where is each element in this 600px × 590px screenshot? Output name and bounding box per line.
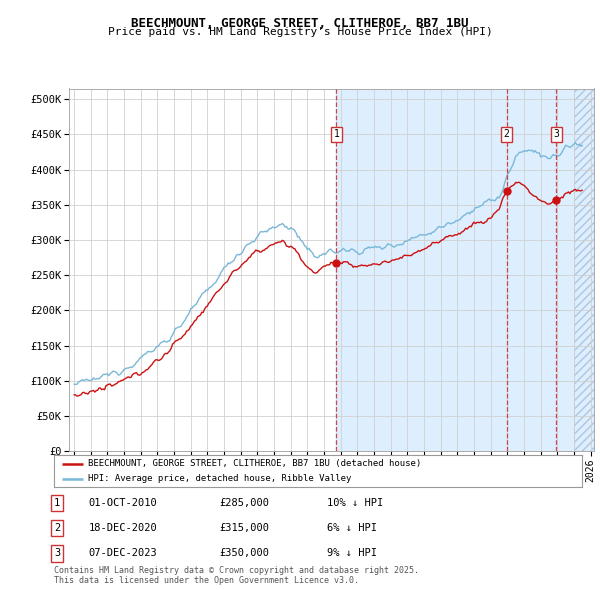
Text: 10% ↓ HPI: 10% ↓ HPI [327, 498, 383, 507]
Text: 07-DEC-2023: 07-DEC-2023 [89, 549, 158, 558]
Text: £285,000: £285,000 [219, 498, 269, 507]
Text: 1: 1 [334, 129, 340, 139]
Text: 6% ↓ HPI: 6% ↓ HPI [327, 523, 377, 533]
Text: Contains HM Land Registry data © Crown copyright and database right 2025.
This d: Contains HM Land Registry data © Crown c… [54, 566, 419, 585]
Text: 1: 1 [54, 498, 60, 507]
Text: 3: 3 [553, 129, 559, 139]
Text: 3: 3 [54, 549, 60, 558]
Text: 2: 2 [54, 523, 60, 533]
Text: 01-OCT-2010: 01-OCT-2010 [89, 498, 158, 507]
Text: 2: 2 [504, 129, 509, 139]
Text: £315,000: £315,000 [219, 523, 269, 533]
Text: 9% ↓ HPI: 9% ↓ HPI [327, 549, 377, 558]
Text: £350,000: £350,000 [219, 549, 269, 558]
Text: HPI: Average price, detached house, Ribble Valley: HPI: Average price, detached house, Ribb… [88, 474, 352, 483]
Text: Price paid vs. HM Land Registry's House Price Index (HPI): Price paid vs. HM Land Registry's House … [107, 27, 493, 37]
Text: BEECHMOUNT, GEORGE STREET, CLITHEROE, BB7 1BU: BEECHMOUNT, GEORGE STREET, CLITHEROE, BB… [131, 17, 469, 30]
Text: 18-DEC-2020: 18-DEC-2020 [89, 523, 158, 533]
Text: BEECHMOUNT, GEORGE STREET, CLITHEROE, BB7 1BU (detached house): BEECHMOUNT, GEORGE STREET, CLITHEROE, BB… [88, 460, 422, 468]
